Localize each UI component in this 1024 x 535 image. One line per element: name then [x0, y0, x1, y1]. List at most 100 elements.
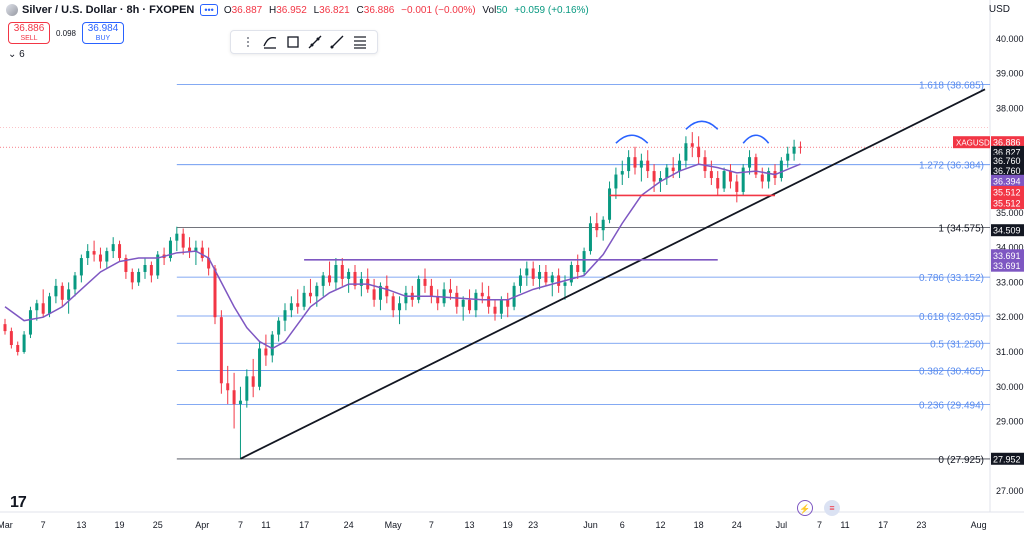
candle-body — [525, 268, 529, 276]
candle-body — [168, 240, 172, 259]
drag-handle-icon[interactable] — [240, 34, 256, 50]
candle-body — [493, 306, 497, 314]
candle-body — [28, 310, 32, 335]
candle-body — [487, 296, 491, 307]
ohlc-readout: O36.887 H36.952 L36.821 C36.886 −0.001 (… — [223, 4, 589, 16]
x-tick-label: 12 — [655, 520, 665, 530]
candle-body — [35, 303, 39, 311]
x-tick-label: Jun — [583, 520, 598, 530]
candle-body — [544, 271, 548, 283]
x-tick-label: 17 — [878, 520, 888, 530]
candle-body — [474, 292, 478, 311]
high-value: 36.952 — [276, 4, 307, 16]
candle-body — [105, 251, 109, 262]
candle-body — [671, 167, 675, 172]
candle-body — [709, 171, 713, 179]
candle-body — [563, 282, 567, 286]
y-tick-label: 34.000 — [996, 243, 1024, 253]
price-axis-label: 27.952 — [993, 454, 1021, 464]
candle-body — [245, 376, 249, 401]
trend-line-tool-icon[interactable] — [307, 34, 323, 50]
lightning-icon[interactable]: ⚡ — [797, 500, 813, 516]
fib-level-label: 0.382 (30.465) — [919, 367, 984, 378]
ray-tool-icon[interactable] — [329, 34, 345, 50]
fib-level-label: 1.618 (38.685) — [919, 81, 984, 92]
candle-body — [506, 299, 510, 307]
candle-body — [67, 289, 71, 300]
candle-body — [277, 320, 281, 335]
candle-body — [302, 292, 306, 307]
buy-button[interactable]: 36.984 BUY — [82, 22, 124, 44]
silver-logo-icon — [6, 4, 18, 16]
drawing-toolbar — [230, 30, 378, 54]
more-options-icon[interactable]: ••• — [200, 4, 218, 16]
x-tick-label: 23 — [528, 520, 538, 530]
x-tick-label: Mar — [0, 520, 13, 530]
x-tick-label: 18 — [694, 520, 704, 530]
price-axis-label: 36.827 — [993, 147, 1021, 157]
candle-body — [111, 244, 115, 252]
y-tick-label: 38.000 — [996, 103, 1024, 113]
candle-body — [289, 303, 293, 311]
candle-body — [200, 247, 204, 259]
candle-body — [378, 285, 382, 300]
currency-selector[interactable]: USD — [988, 4, 1010, 15]
candle-body — [264, 348, 268, 356]
x-tick-label: 7 — [817, 520, 822, 530]
candle-body — [741, 167, 745, 192]
tradingview-logo: 17 — [10, 494, 27, 511]
spread-value: 0.098 — [55, 28, 77, 38]
candle-body — [188, 247, 192, 252]
price-label-bg — [991, 185, 1024, 198]
open-value: 36.887 — [231, 4, 263, 16]
candle-body — [41, 303, 45, 314]
pattern-arc — [615, 134, 649, 144]
indicators-collapse-button[interactable]: ⌄ 6 — [8, 49, 25, 60]
volume-change: +0.059 (+0.16%) — [514, 4, 589, 16]
x-tick-label: Apr — [195, 520, 209, 530]
price-axis-label: 35.512 — [993, 199, 1021, 209]
candle-body — [703, 157, 707, 172]
candle-body — [690, 143, 694, 147]
candle-body — [423, 278, 427, 286]
x-tick-label: May — [385, 520, 403, 530]
x-tick-label: 6 — [620, 520, 625, 530]
candle-body — [137, 271, 141, 283]
candle-body — [296, 303, 300, 307]
price-axis-label: 35.512 — [993, 187, 1021, 197]
price-label-bg — [991, 259, 1024, 272]
ascending-trendline — [240, 88, 986, 460]
us-flag-icon[interactable]: ≡ — [824, 500, 840, 516]
candle-body — [372, 289, 376, 300]
trade-panel: 36.886 SELL 0.098 36.984 BUY — [8, 22, 124, 44]
price-axis-label: 36.886 — [993, 138, 1021, 148]
candle-body — [588, 223, 592, 252]
candle-body — [340, 265, 344, 279]
y-tick-label: 31.000 — [996, 347, 1024, 357]
pattern-arc — [685, 120, 719, 130]
price-axis-label: 33.691 — [993, 261, 1021, 271]
candle-body — [620, 171, 624, 175]
low-value: 36.821 — [319, 4, 350, 16]
candle-body — [684, 143, 688, 161]
candle-body — [219, 317, 223, 384]
fib-level-label: 1.272 (36.384) — [919, 161, 984, 172]
candle-body — [595, 223, 599, 231]
price-label-bg — [991, 136, 1024, 149]
candle-body — [22, 334, 26, 352]
candle-body — [569, 265, 573, 283]
candle-body — [678, 160, 682, 172]
candle-body — [213, 268, 217, 318]
price-label-bg — [991, 452, 1024, 465]
rectangle-tool-icon[interactable] — [285, 34, 301, 50]
sell-button[interactable]: 36.886 SELL — [8, 22, 50, 44]
candle-body — [334, 265, 338, 283]
fib-retracement-tool-icon[interactable] — [352, 34, 368, 50]
line-style-icon[interactable] — [262, 34, 278, 50]
fib-level-label: 0.236 (29.494) — [919, 400, 984, 411]
x-tick-label: 24 — [732, 520, 742, 530]
symbol-title[interactable]: Silver / U.S. Dollar · 8h · FXOPEN — [22, 4, 195, 16]
x-tick-label: 7 — [429, 520, 434, 530]
candle-body — [436, 296, 440, 304]
